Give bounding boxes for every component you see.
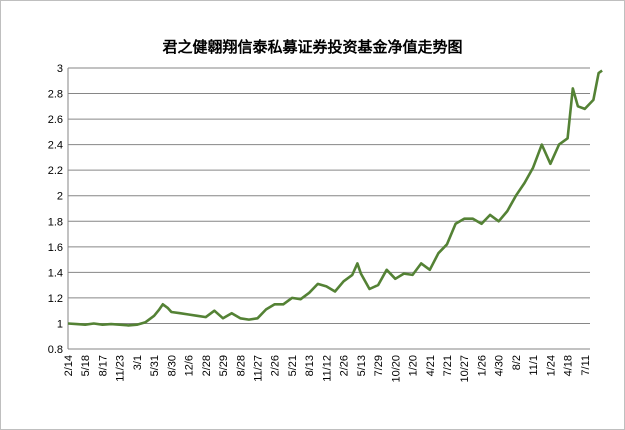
y-tick-label: 2.4 — [48, 140, 63, 152]
x-tick-label: 8/13 — [304, 355, 316, 376]
y-tick-label: 1.8 — [48, 216, 63, 228]
y-tick-label: 1.6 — [48, 242, 63, 254]
x-tick-label: 7/21 — [442, 355, 454, 376]
y-tick-label: 2.8 — [48, 89, 63, 101]
x-tick-label: 12/6 — [184, 355, 196, 376]
series-line — [67, 69, 603, 327]
y-tick-label: 2.2 — [48, 165, 63, 177]
x-tick-label: 7/29 — [373, 355, 385, 376]
x-tick-label: 2/26 — [339, 355, 351, 376]
y-tick-label: 2 — [57, 191, 63, 203]
x-tick-label: 2/26 — [270, 355, 282, 376]
x-tick-label: 2/14 — [63, 355, 75, 376]
x-tick-label: 8/28 — [235, 355, 247, 376]
x-tick-label: 4/18 — [563, 355, 575, 376]
x-tick-label: 2/28 — [201, 355, 213, 376]
x-tick-label: 5/29 — [218, 355, 230, 376]
x-tick-label: 1/24 — [545, 355, 557, 376]
x-tick-label: 10/27 — [459, 355, 471, 383]
x-tick-label: 11/12 — [321, 355, 333, 382]
y-tick-label: 3 — [57, 63, 63, 75]
x-tick-label: 10/20 — [390, 355, 402, 383]
x-tick-label: 5/18 — [80, 355, 92, 376]
x-tick-label: 1/20 — [408, 355, 420, 376]
y-tick-label: 2.6 — [48, 114, 63, 126]
x-tick-label: 5/21 — [287, 355, 299, 376]
x-tick-label: 4/21 — [425, 355, 437, 376]
x-tick-label: 11/1 — [528, 355, 540, 376]
x-tick-label: 8/30 — [166, 355, 178, 376]
x-tick-label: 5/31 — [149, 355, 161, 376]
x-tick-label: 3/1 — [132, 355, 144, 370]
chart-title: 君之健翱翔信泰私募证券投资基金净值走势图 — [162, 38, 463, 56]
x-tick-label: 5/13 — [356, 355, 368, 376]
x-tick-label: 11/27 — [253, 355, 265, 382]
x-tick-label: 8/17 — [97, 355, 109, 376]
x-tick-label: 4/30 — [494, 355, 506, 376]
y-tick-label: 1 — [57, 318, 63, 330]
x-tick-label: 11/23 — [115, 355, 127, 382]
y-tick-label: 1.4 — [48, 267, 63, 279]
x-tick-label: 1/26 — [476, 355, 488, 376]
y-tick-label: 0.8 — [48, 344, 63, 356]
x-tick-label: 8/2 — [511, 355, 523, 370]
y-tick-label: 1.2 — [48, 293, 63, 305]
x-tick-label: 7/11 — [580, 355, 592, 376]
